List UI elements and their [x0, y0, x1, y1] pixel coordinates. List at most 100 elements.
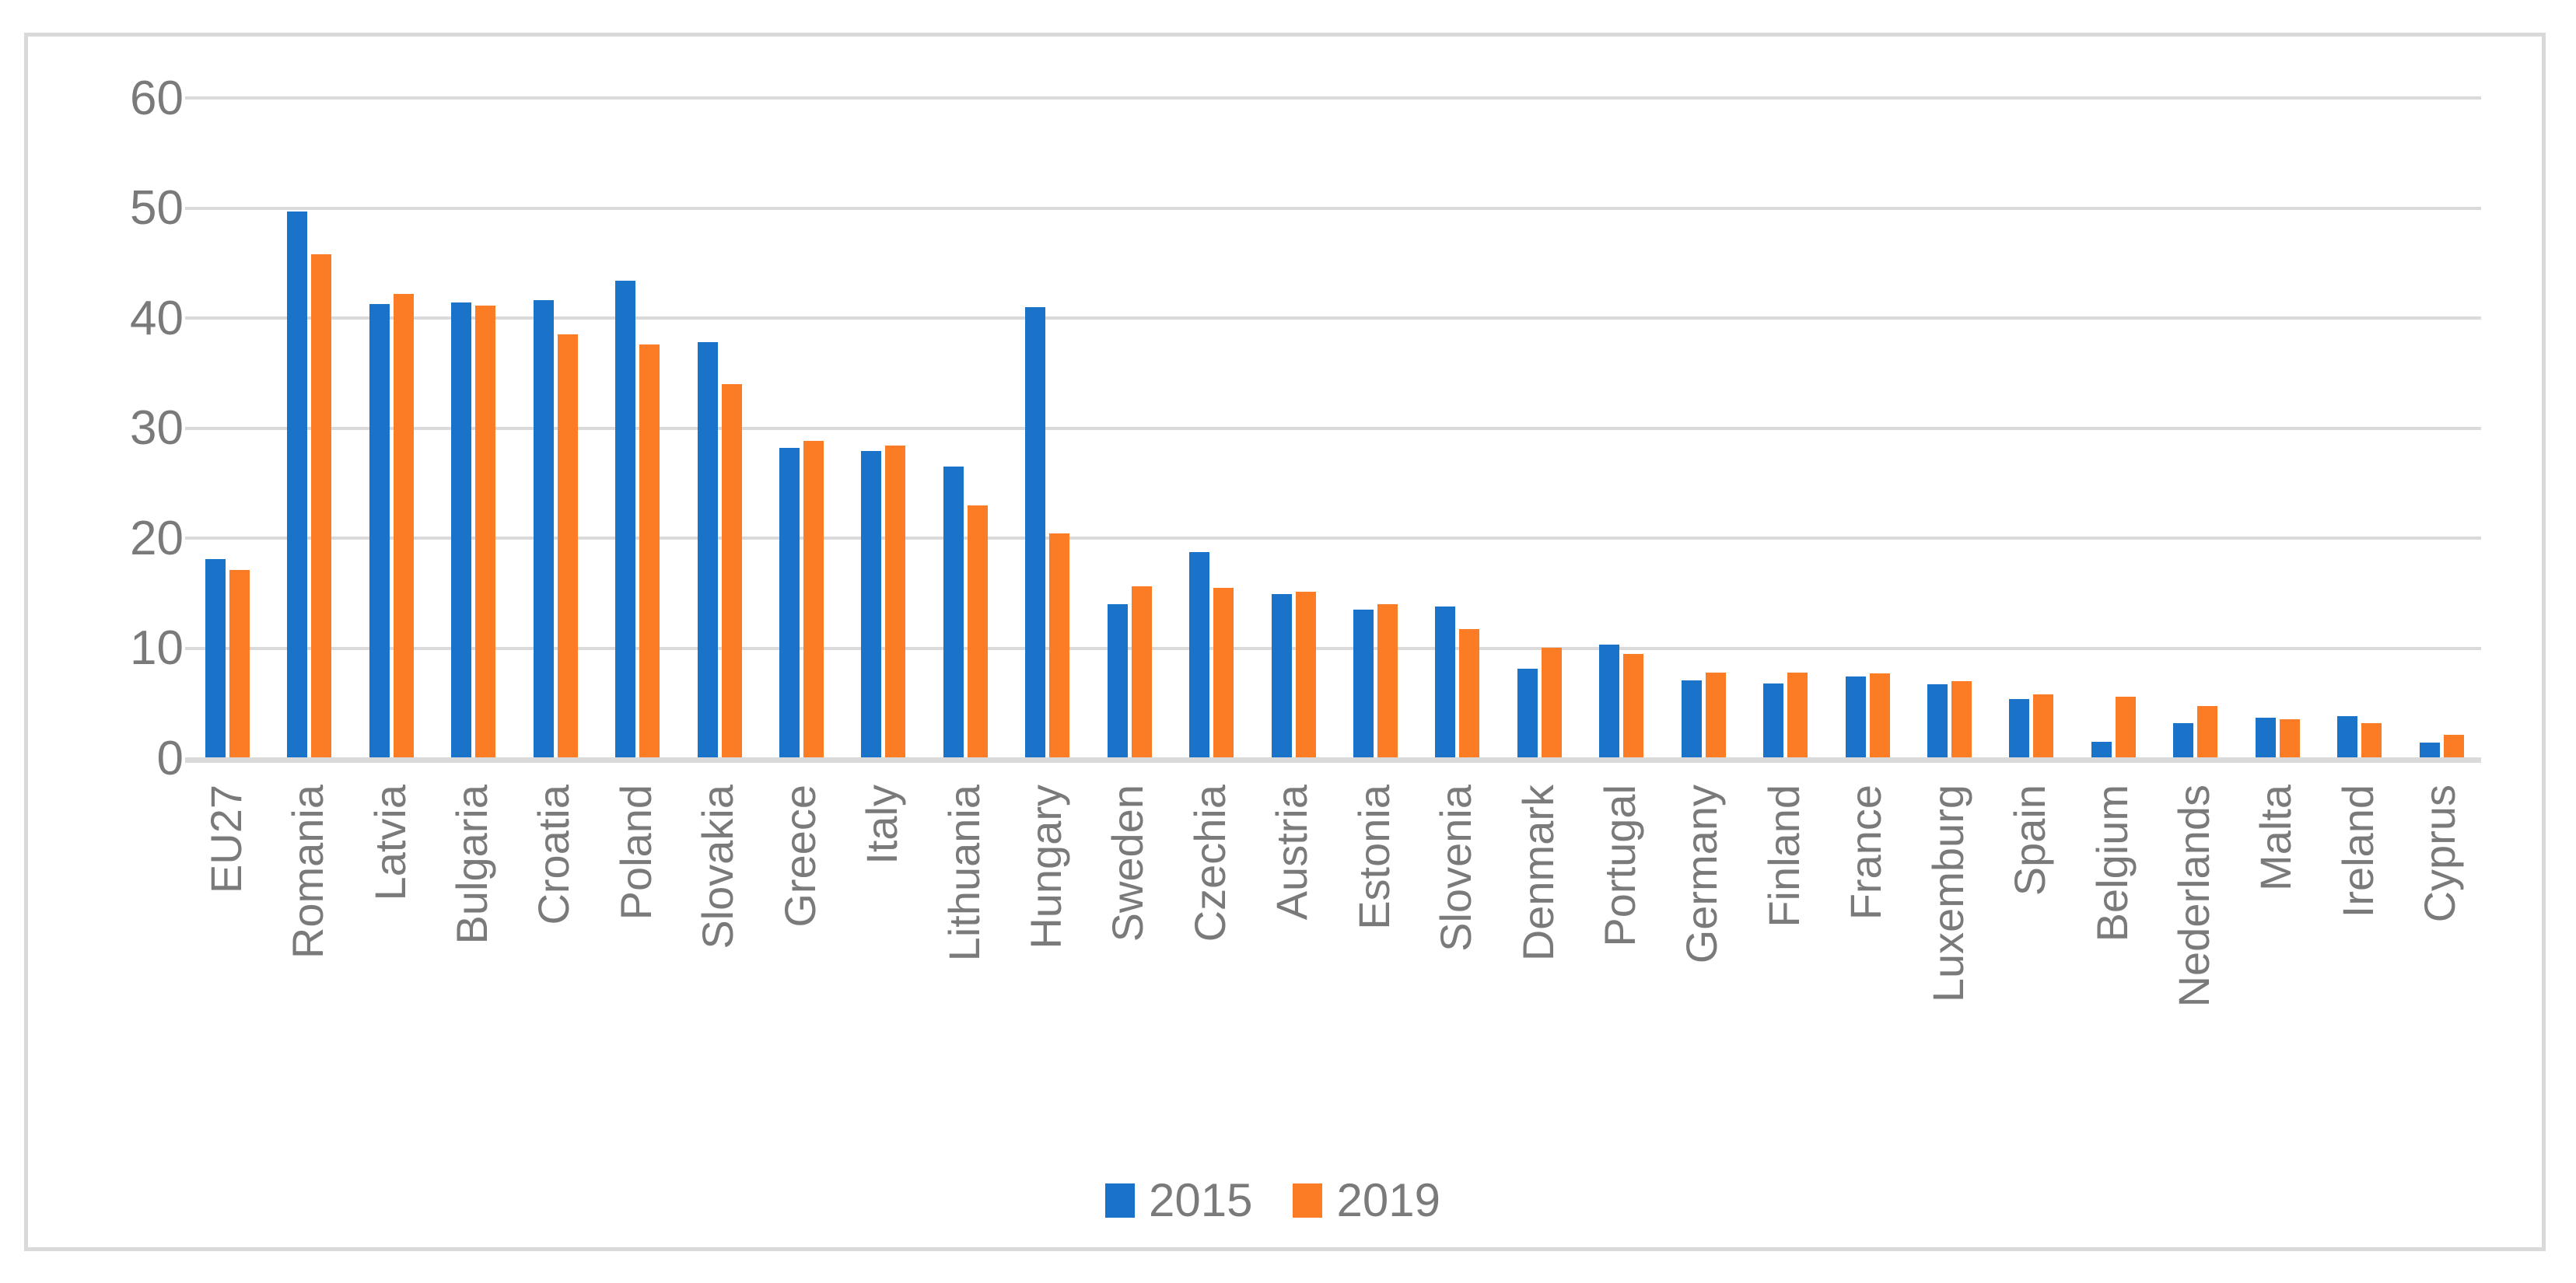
- bar-2019-croatia: [558, 334, 578, 758]
- bar-2015-greece: [779, 448, 800, 758]
- bar-2019-malta: [2280, 719, 2300, 758]
- x-label-text: Denmark: [1514, 785, 1563, 962]
- bar-2019-czechia: [1213, 588, 1234, 758]
- x-label-text: Bulgaria: [447, 785, 496, 945]
- y-tick-label-10: 10: [130, 621, 184, 675]
- x-label-text: Slovenia: [1431, 785, 1480, 952]
- x-label-italy: Italy: [857, 785, 939, 865]
- y-tick-label-20: 20: [130, 511, 184, 565]
- bar-2015-lithuania: [943, 467, 964, 758]
- y-tick-label-0: 0: [156, 731, 184, 785]
- legend-item-2019: 2019: [1293, 1173, 1440, 1227]
- bar-2019-eu27: [229, 570, 250, 758]
- legend-item-2015: 2015: [1105, 1173, 1252, 1227]
- x-label-cyprus: Cyprus: [2415, 785, 2554, 922]
- x-label-text: Czechia: [1185, 785, 1234, 942]
- x-label-text: Austria: [1267, 785, 1316, 921]
- legend-swatch-2015: [1105, 1183, 1135, 1218]
- bar-2015-eu27: [205, 559, 226, 758]
- bar-2019-spain: [2033, 694, 2053, 758]
- bar-2015-slovenia: [1435, 607, 1455, 758]
- bar-2019-italy: [885, 446, 905, 758]
- x-label-text: Croatia: [529, 785, 578, 925]
- legend: 2015 2019: [1105, 1173, 1440, 1227]
- bar-2019-estonia: [1377, 604, 1398, 758]
- bar-2015-estonia: [1353, 610, 1374, 758]
- x-label-text: Greece: [775, 785, 824, 928]
- x-label-text: Romania: [283, 785, 332, 960]
- bar-2015-belgium: [2091, 742, 2112, 758]
- bar-2015-latvia: [369, 304, 390, 758]
- x-label-text: Latvia: [366, 785, 415, 901]
- x-label-text: Ireland: [2333, 785, 2382, 918]
- bar-2019-ireland: [2361, 723, 2382, 758]
- bar-2015-slovakia: [698, 342, 718, 758]
- gridline-50: [185, 206, 2481, 210]
- x-label-text: Cyprus: [2415, 785, 2464, 923]
- bar-2015-france: [1846, 676, 1866, 758]
- bar-2019-austria: [1296, 592, 1316, 758]
- bar-2019-poland: [639, 344, 660, 758]
- y-tick-label-30: 30: [130, 401, 184, 455]
- x-label-text: Nederlands: [2169, 785, 2218, 1008]
- bar-2019-france: [1870, 673, 1890, 758]
- bar-2019-cyprus: [2444, 735, 2464, 758]
- x-label-text: Portugal: [1595, 785, 1644, 947]
- bar-2019-greece: [803, 441, 824, 758]
- bar-2019-germany: [1706, 673, 1726, 758]
- bar-2019-bulgaria: [475, 306, 495, 758]
- bar-2015-hungary: [1025, 307, 1045, 758]
- bar-2019-slovakia: [722, 384, 742, 758]
- x-label-text: Sweden: [1103, 785, 1152, 942]
- legend-label-2015: 2015: [1149, 1174, 1253, 1226]
- x-label-text: EU27: [201, 785, 250, 894]
- bar-2019-luxemburg: [1951, 681, 1972, 758]
- x-label-text: Finland: [1759, 785, 1808, 928]
- x-label-text: Italy: [857, 785, 906, 865]
- gridline-30: [185, 426, 2481, 430]
- x-label-text: Slovakia: [693, 785, 742, 949]
- bar-2015-germany: [1682, 680, 1702, 758]
- bar-2019-latvia: [394, 294, 414, 758]
- x-label-text: Malta: [2251, 785, 2300, 891]
- x-label-text: Germany: [1677, 785, 1726, 964]
- bar-2015-finland: [1763, 683, 1783, 758]
- bar-2015-croatia: [534, 300, 554, 758]
- gridline-20: [185, 537, 2481, 540]
- bar-2019-finland: [1787, 673, 1808, 758]
- bar-2015-nederlands: [2173, 723, 2193, 758]
- bar-2015-austria: [1272, 594, 1292, 758]
- gridline-60: [185, 96, 2481, 100]
- x-label-text: Lithuania: [940, 785, 989, 962]
- bar-2015-malta: [2256, 718, 2276, 758]
- gridline-40: [185, 316, 2481, 320]
- gridline-10: [185, 646, 2481, 650]
- bar-2019-hungary: [1049, 533, 1069, 758]
- chart-frame: 0 10 20 30 40 50 60 EU27 Romania Latvia Bulgaria C…: [24, 33, 2546, 1251]
- bar-2015-cyprus: [2420, 743, 2440, 758]
- legend-label-2019: 2019: [1336, 1174, 1440, 1226]
- x-axis-line: [185, 757, 2481, 763]
- x-label-text: Hungary: [1021, 785, 1070, 949]
- bar-2015-luxemburg: [1927, 684, 1948, 758]
- bar-2015-italy: [861, 451, 881, 758]
- bar-2019-slovenia: [1459, 629, 1479, 758]
- bar-2019-portugal: [1623, 654, 1643, 758]
- y-tick-label-50: 50: [130, 181, 184, 235]
- bar-2015-poland: [615, 281, 635, 758]
- bar-2015-spain: [2009, 699, 2029, 758]
- bar-2015-czechia: [1189, 552, 1209, 758]
- x-label-text: France: [1841, 785, 1890, 921]
- bar-2015-denmark: [1517, 669, 1538, 758]
- bar-2015-romania: [287, 212, 307, 758]
- x-label-text: Estonia: [1349, 785, 1398, 930]
- bar-2015-bulgaria: [451, 302, 471, 758]
- bar-2019-belgium: [2116, 697, 2136, 758]
- bar-2019-sweden: [1132, 586, 1152, 758]
- bar-2019-romania: [311, 254, 331, 758]
- y-tick-label-40: 40: [130, 291, 184, 345]
- bar-2019-nederlands: [2197, 706, 2217, 758]
- x-label-text: Spain: [2005, 785, 2054, 897]
- x-label-text: Poland: [611, 785, 660, 921]
